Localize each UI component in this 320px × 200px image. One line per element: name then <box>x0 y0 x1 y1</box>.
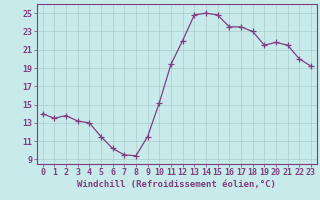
X-axis label: Windchill (Refroidissement éolien,°C): Windchill (Refroidissement éolien,°C) <box>77 180 276 189</box>
